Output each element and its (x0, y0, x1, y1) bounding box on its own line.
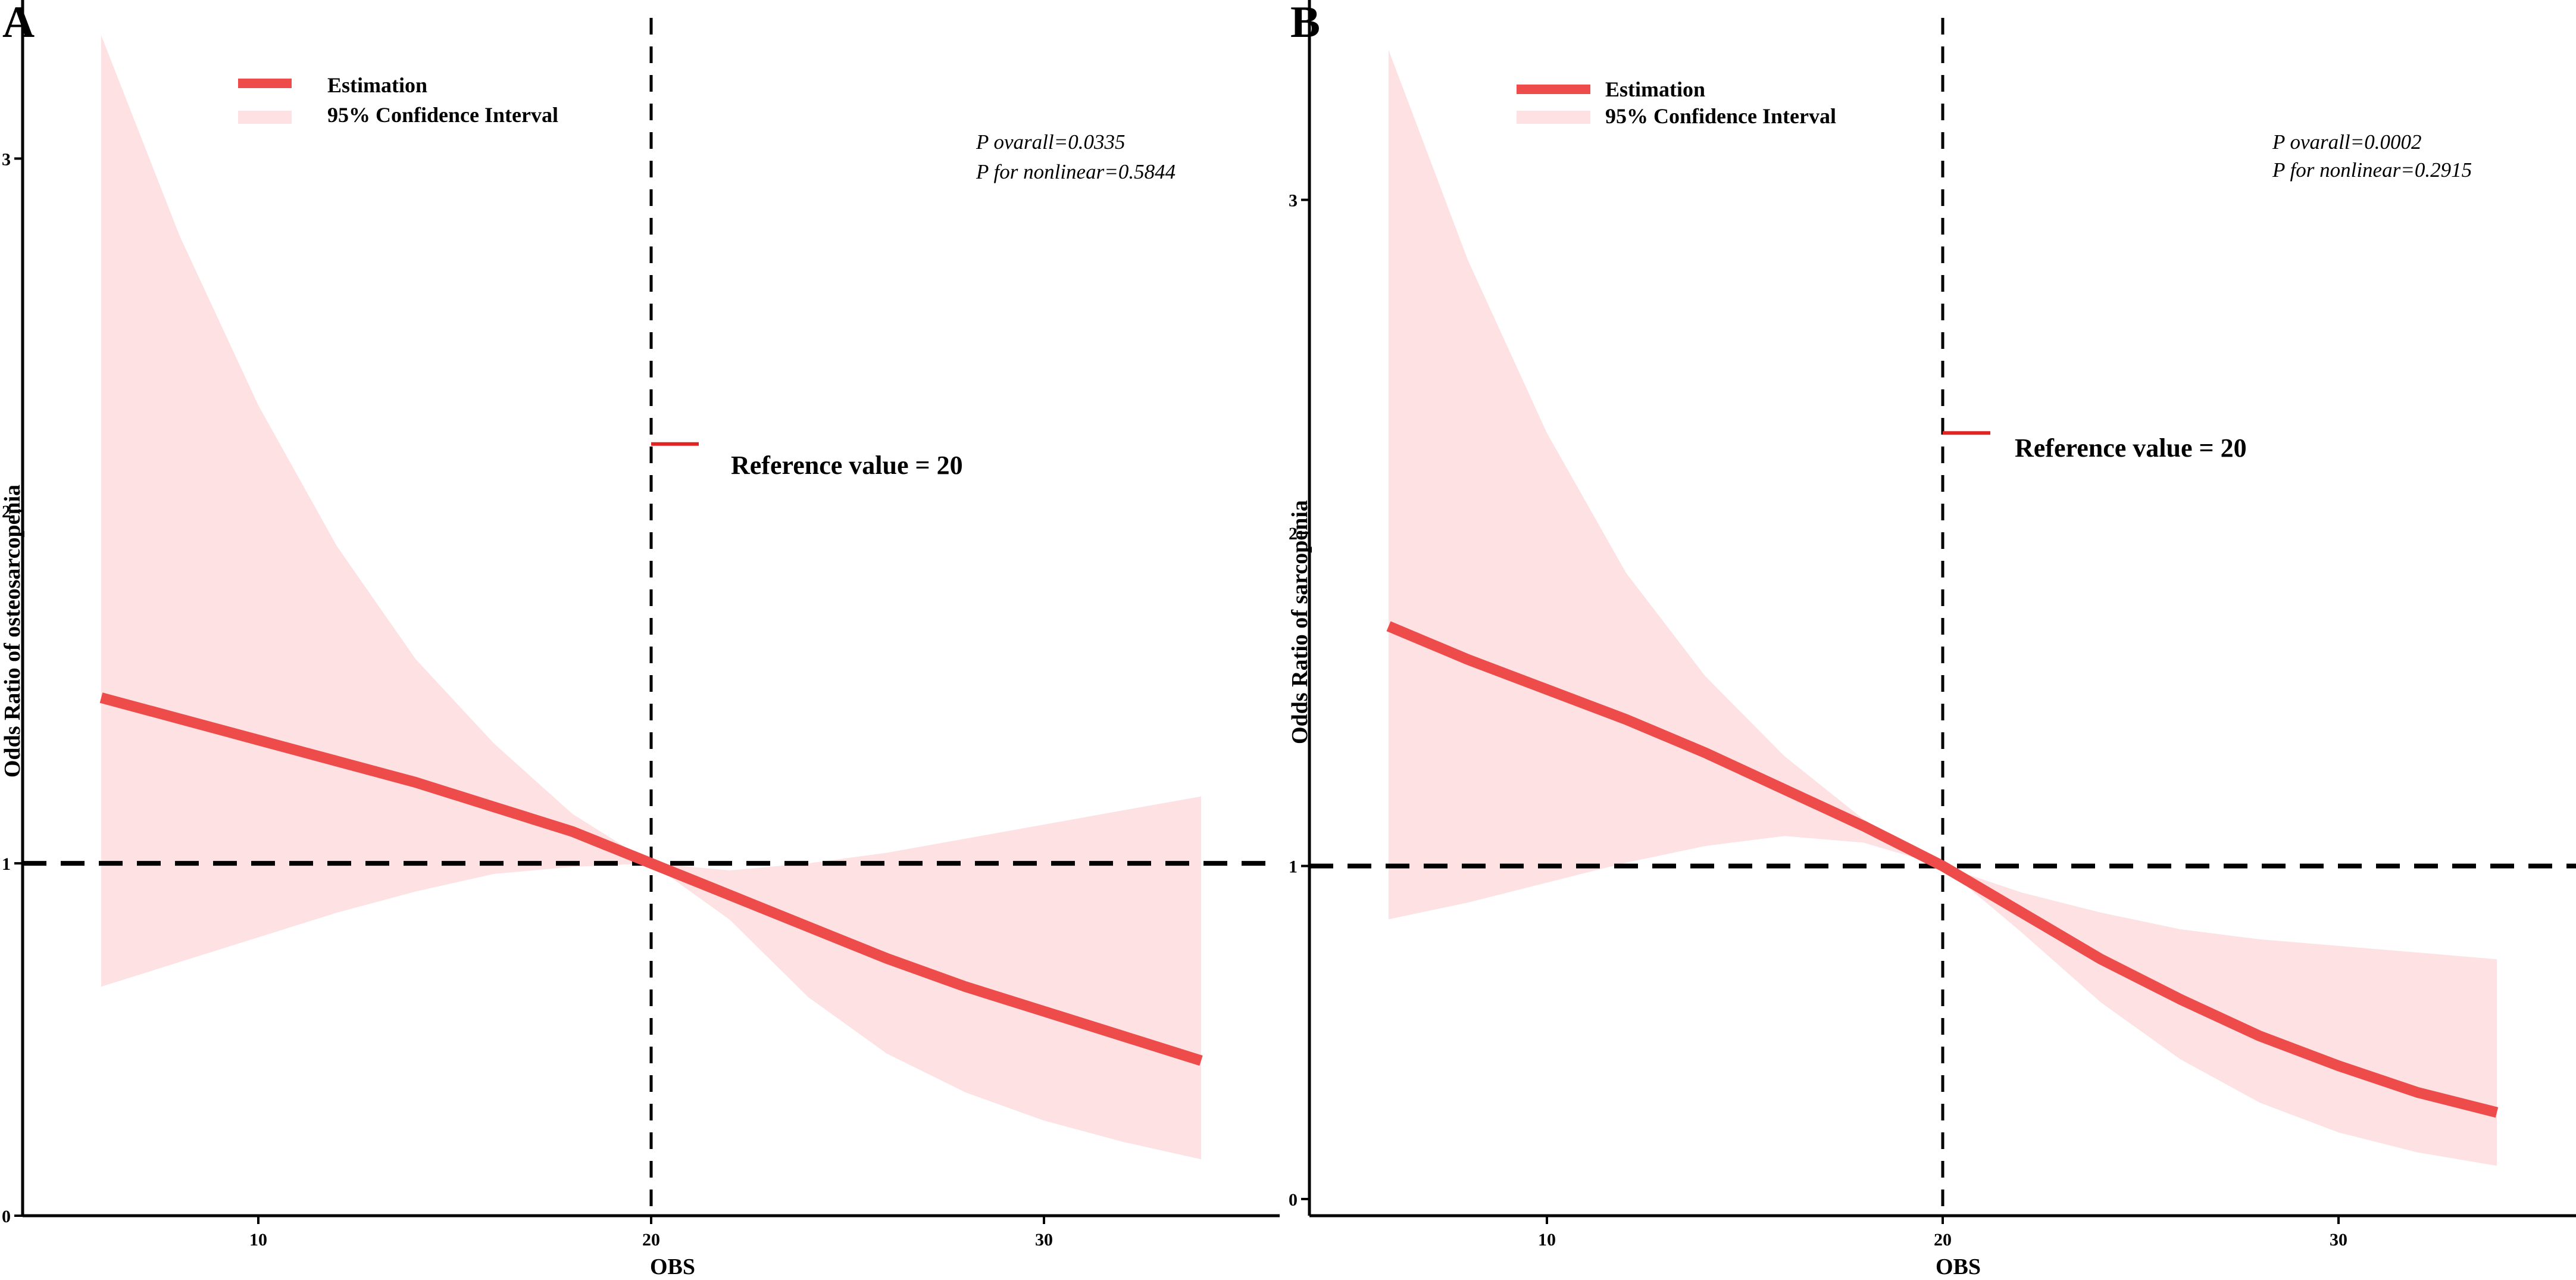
y-tick-label-b-0: 0 (1289, 1190, 1298, 1210)
y-axis-title-a: Odds Ratio of osteosarcopenia (0, 485, 25, 778)
legend-ci-swatch-b (1517, 111, 1590, 124)
y-tick-label-a-1: 1 (2, 854, 11, 874)
p-overall-b: P ovarall=0.0002 (2272, 130, 2421, 154)
panel-b: B Odds Ratio of sarcopenia OBS Estimatio… (1287, 0, 2576, 1279)
y-tick-label-a-0: 0 (2, 1207, 11, 1226)
reference-label-a: Reference value = 20 (731, 451, 963, 480)
x-tick-label-a-20: 20 (642, 1230, 660, 1250)
panel-letter-a: A (2, 0, 35, 47)
legend-estimation-label-a: Estimation (327, 73, 427, 97)
y-tick-label-a-2: 2 (2, 502, 11, 522)
y-tick-label-b-3: 3 (1289, 191, 1298, 211)
y-tick-label-a-3: 3 (2, 149, 11, 169)
p-nonlinear-b: P for nonlinear=0.2915 (2272, 158, 2472, 182)
legend-ci-label-a: 95% Confidence Interval (327, 103, 558, 127)
x-tick-label-b-30: 30 (2330, 1230, 2347, 1250)
p-overall-a: P ovarall=0.0335 (976, 130, 1125, 154)
legend-ci-swatch-a (238, 111, 292, 124)
ci-band-b (1389, 49, 2497, 1166)
x-tick-label-a-10: 10 (249, 1230, 267, 1250)
y-tick-label-b-2: 2 (1289, 524, 1298, 544)
x-axis-title-b: OBS (1936, 1254, 1981, 1279)
estimation-line-a (99, 692, 1203, 1066)
x-tick-label-b-10: 10 (1538, 1230, 1556, 1250)
legend-estimation-label-b: Estimation (1605, 77, 1705, 101)
legend-ci-label-b: 95% Confidence Interval (1605, 104, 1836, 128)
panel-letter-b: B (1290, 0, 1320, 47)
x-axis-title-a: OBS (650, 1254, 695, 1279)
p-nonlinear-a: P for nonlinear=0.5844 (976, 160, 1176, 183)
ci-band-a (101, 35, 1201, 1160)
x-tick-label-b-20: 20 (1934, 1230, 1952, 1250)
panel-a: A Odds Ratio of osteosarcopenia OBS Esti… (0, 0, 1280, 1279)
reference-label-b: Reference value = 20 (2015, 433, 2247, 463)
y-tick-label-b-1: 1 (1289, 857, 1298, 877)
estimation-line-b (1386, 621, 2499, 1118)
x-tick-label-a-30: 30 (1035, 1230, 1053, 1250)
